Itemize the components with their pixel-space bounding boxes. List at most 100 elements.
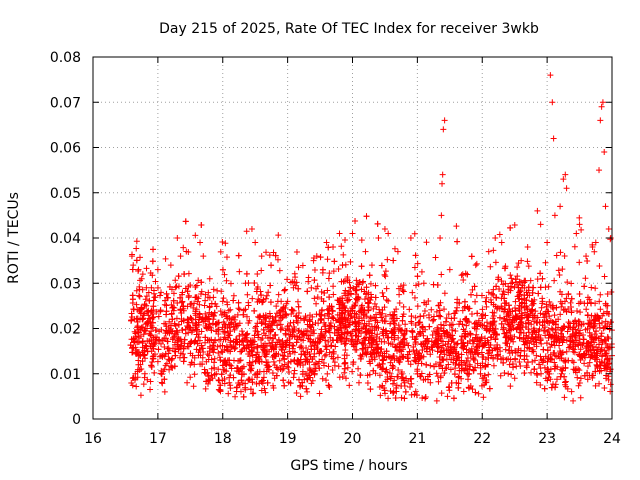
data-point: [247, 338, 254, 345]
data-point: [164, 329, 171, 336]
data-point: [299, 262, 306, 269]
data-point: [587, 323, 594, 330]
data-point: [268, 339, 275, 346]
data-point: [287, 380, 294, 387]
data-point: [169, 364, 176, 371]
data-point: [151, 369, 158, 376]
data-point: [399, 287, 406, 294]
data-point: [447, 349, 454, 356]
data-point-outlier: [531, 366, 538, 373]
data-point: [405, 358, 412, 365]
data-point: [370, 305, 377, 312]
data-point: [205, 323, 212, 330]
data-point: [221, 328, 228, 335]
data-point: [597, 306, 604, 313]
data-point: [594, 362, 601, 369]
data-point: [414, 260, 421, 267]
data-point: [210, 286, 217, 293]
data-point: [363, 284, 370, 291]
data-point-outlier: [544, 239, 551, 246]
data-point: [291, 326, 298, 333]
data-point: [346, 279, 353, 286]
data-point: [344, 364, 351, 371]
data-point: [400, 336, 407, 343]
data-point: [359, 345, 366, 352]
data-point: [552, 381, 559, 388]
data-point: [575, 341, 582, 348]
data-point-outlier: [437, 235, 444, 241]
data-point: [408, 320, 415, 327]
data-point: [235, 358, 242, 365]
data-point: [290, 329, 297, 336]
data-point: [586, 359, 593, 366]
data-point: [154, 358, 161, 365]
data-point: [497, 372, 504, 379]
data-point: [454, 355, 461, 362]
data-point: [225, 390, 232, 397]
data-point: [263, 362, 270, 369]
data-point: [157, 307, 164, 314]
data-point: [377, 392, 384, 399]
data-point: [219, 238, 226, 245]
data-point: [323, 377, 330, 384]
data-point: [194, 298, 201, 305]
data-point: [482, 362, 489, 369]
data-point: [256, 314, 263, 321]
data-point: [454, 296, 461, 303]
data-point: [448, 356, 455, 363]
data-point: [507, 272, 514, 279]
data-point: [321, 352, 328, 359]
data-point: [560, 323, 567, 330]
data-point: [535, 290, 542, 297]
data-point: [435, 344, 442, 351]
data-point: [268, 262, 275, 269]
data-point: [346, 382, 353, 389]
data-point: [388, 315, 395, 322]
data-point: [578, 226, 585, 233]
data-point: [483, 294, 490, 301]
data-point-outlier: [271, 375, 278, 382]
data-point: [331, 258, 338, 265]
data-point: [487, 325, 494, 332]
data-point: [214, 343, 221, 350]
data-point: [314, 294, 321, 301]
data-point: [272, 331, 279, 338]
data-point: [298, 351, 305, 358]
data-point: [529, 289, 536, 296]
data-point: [593, 352, 600, 359]
data-point: [410, 344, 417, 351]
data-point: [406, 348, 413, 355]
data-point-outlier: [187, 361, 194, 368]
data-point: [342, 347, 349, 354]
data-point: [527, 277, 534, 284]
data-point: [596, 262, 603, 269]
data-point: [366, 318, 373, 325]
data-point: [470, 367, 477, 374]
data-point: [546, 331, 553, 338]
data-point: [374, 220, 381, 227]
data-point: [287, 358, 294, 365]
data-point: [162, 362, 169, 369]
data-point: [147, 386, 154, 393]
data-point: [548, 325, 555, 332]
data-point: [461, 298, 468, 305]
data-point: [381, 318, 388, 325]
data-point: [223, 254, 230, 261]
data-point: [338, 329, 345, 336]
data-point: [269, 344, 276, 351]
data-point: [187, 350, 194, 357]
data-point-outlier: [304, 388, 311, 395]
data-point: [227, 385, 234, 392]
data-point: [270, 249, 277, 256]
data-point: [603, 364, 610, 371]
data-point: [421, 308, 428, 315]
data-point: [423, 361, 430, 368]
data-point: [559, 333, 566, 340]
data-point: [535, 331, 542, 338]
data-point: [293, 389, 300, 396]
data-point: [536, 361, 543, 368]
data-point: [465, 331, 472, 338]
data-point: [452, 365, 459, 372]
data-point: [281, 361, 288, 368]
data-point-outlier: [570, 397, 577, 404]
